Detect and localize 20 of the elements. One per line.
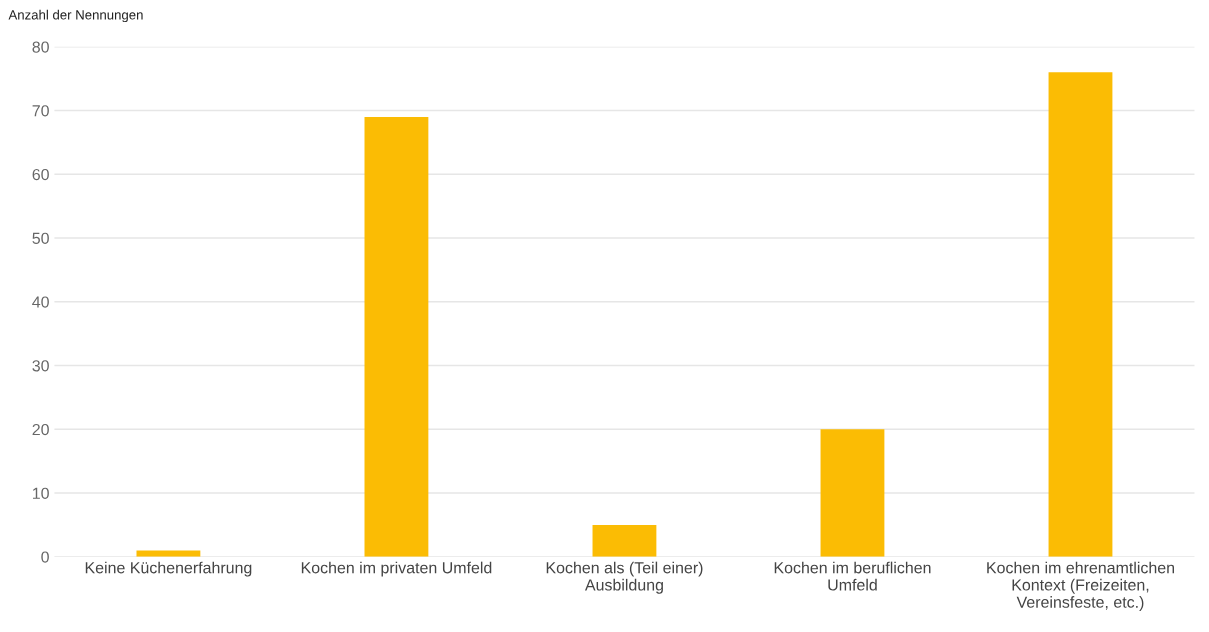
x-tick-label: Kochen im beruflichen Umfeld	[774, 561, 931, 591]
bar	[820, 429, 885, 557]
bar	[1048, 72, 1113, 557]
y-tick-label: 50	[32, 232, 49, 244]
bar	[136, 550, 201, 557]
y-tick-label: 70	[32, 105, 49, 117]
y-tick-label: 40	[32, 296, 49, 308]
y-axis-title: Anzahl der Nennungen	[8, 9, 143, 23]
x-tick-label: Kochen im ehrenamtlichen Kontext (Freizeiten, Vereinsfeste, etc.)	[987, 561, 1175, 611]
x-tick-label: Keine Küchenerfahrung	[85, 561, 252, 577]
y-tick-label: 10	[33, 487, 49, 499]
y-tick-label: 30	[32, 360, 49, 372]
bar	[592, 524, 657, 557]
bar	[364, 116, 429, 557]
x-tick-label: Kochen als (Teil einer) Ausbildung	[546, 561, 703, 594]
y-tick-label: 20	[32, 423, 49, 436]
y-tick-label: 80	[32, 41, 49, 53]
y-tick-label: 60	[32, 168, 49, 181]
x-tick-label: Kochen im privaten Umfeld	[301, 561, 492, 577]
y-tick-label: 0	[41, 551, 49, 563]
